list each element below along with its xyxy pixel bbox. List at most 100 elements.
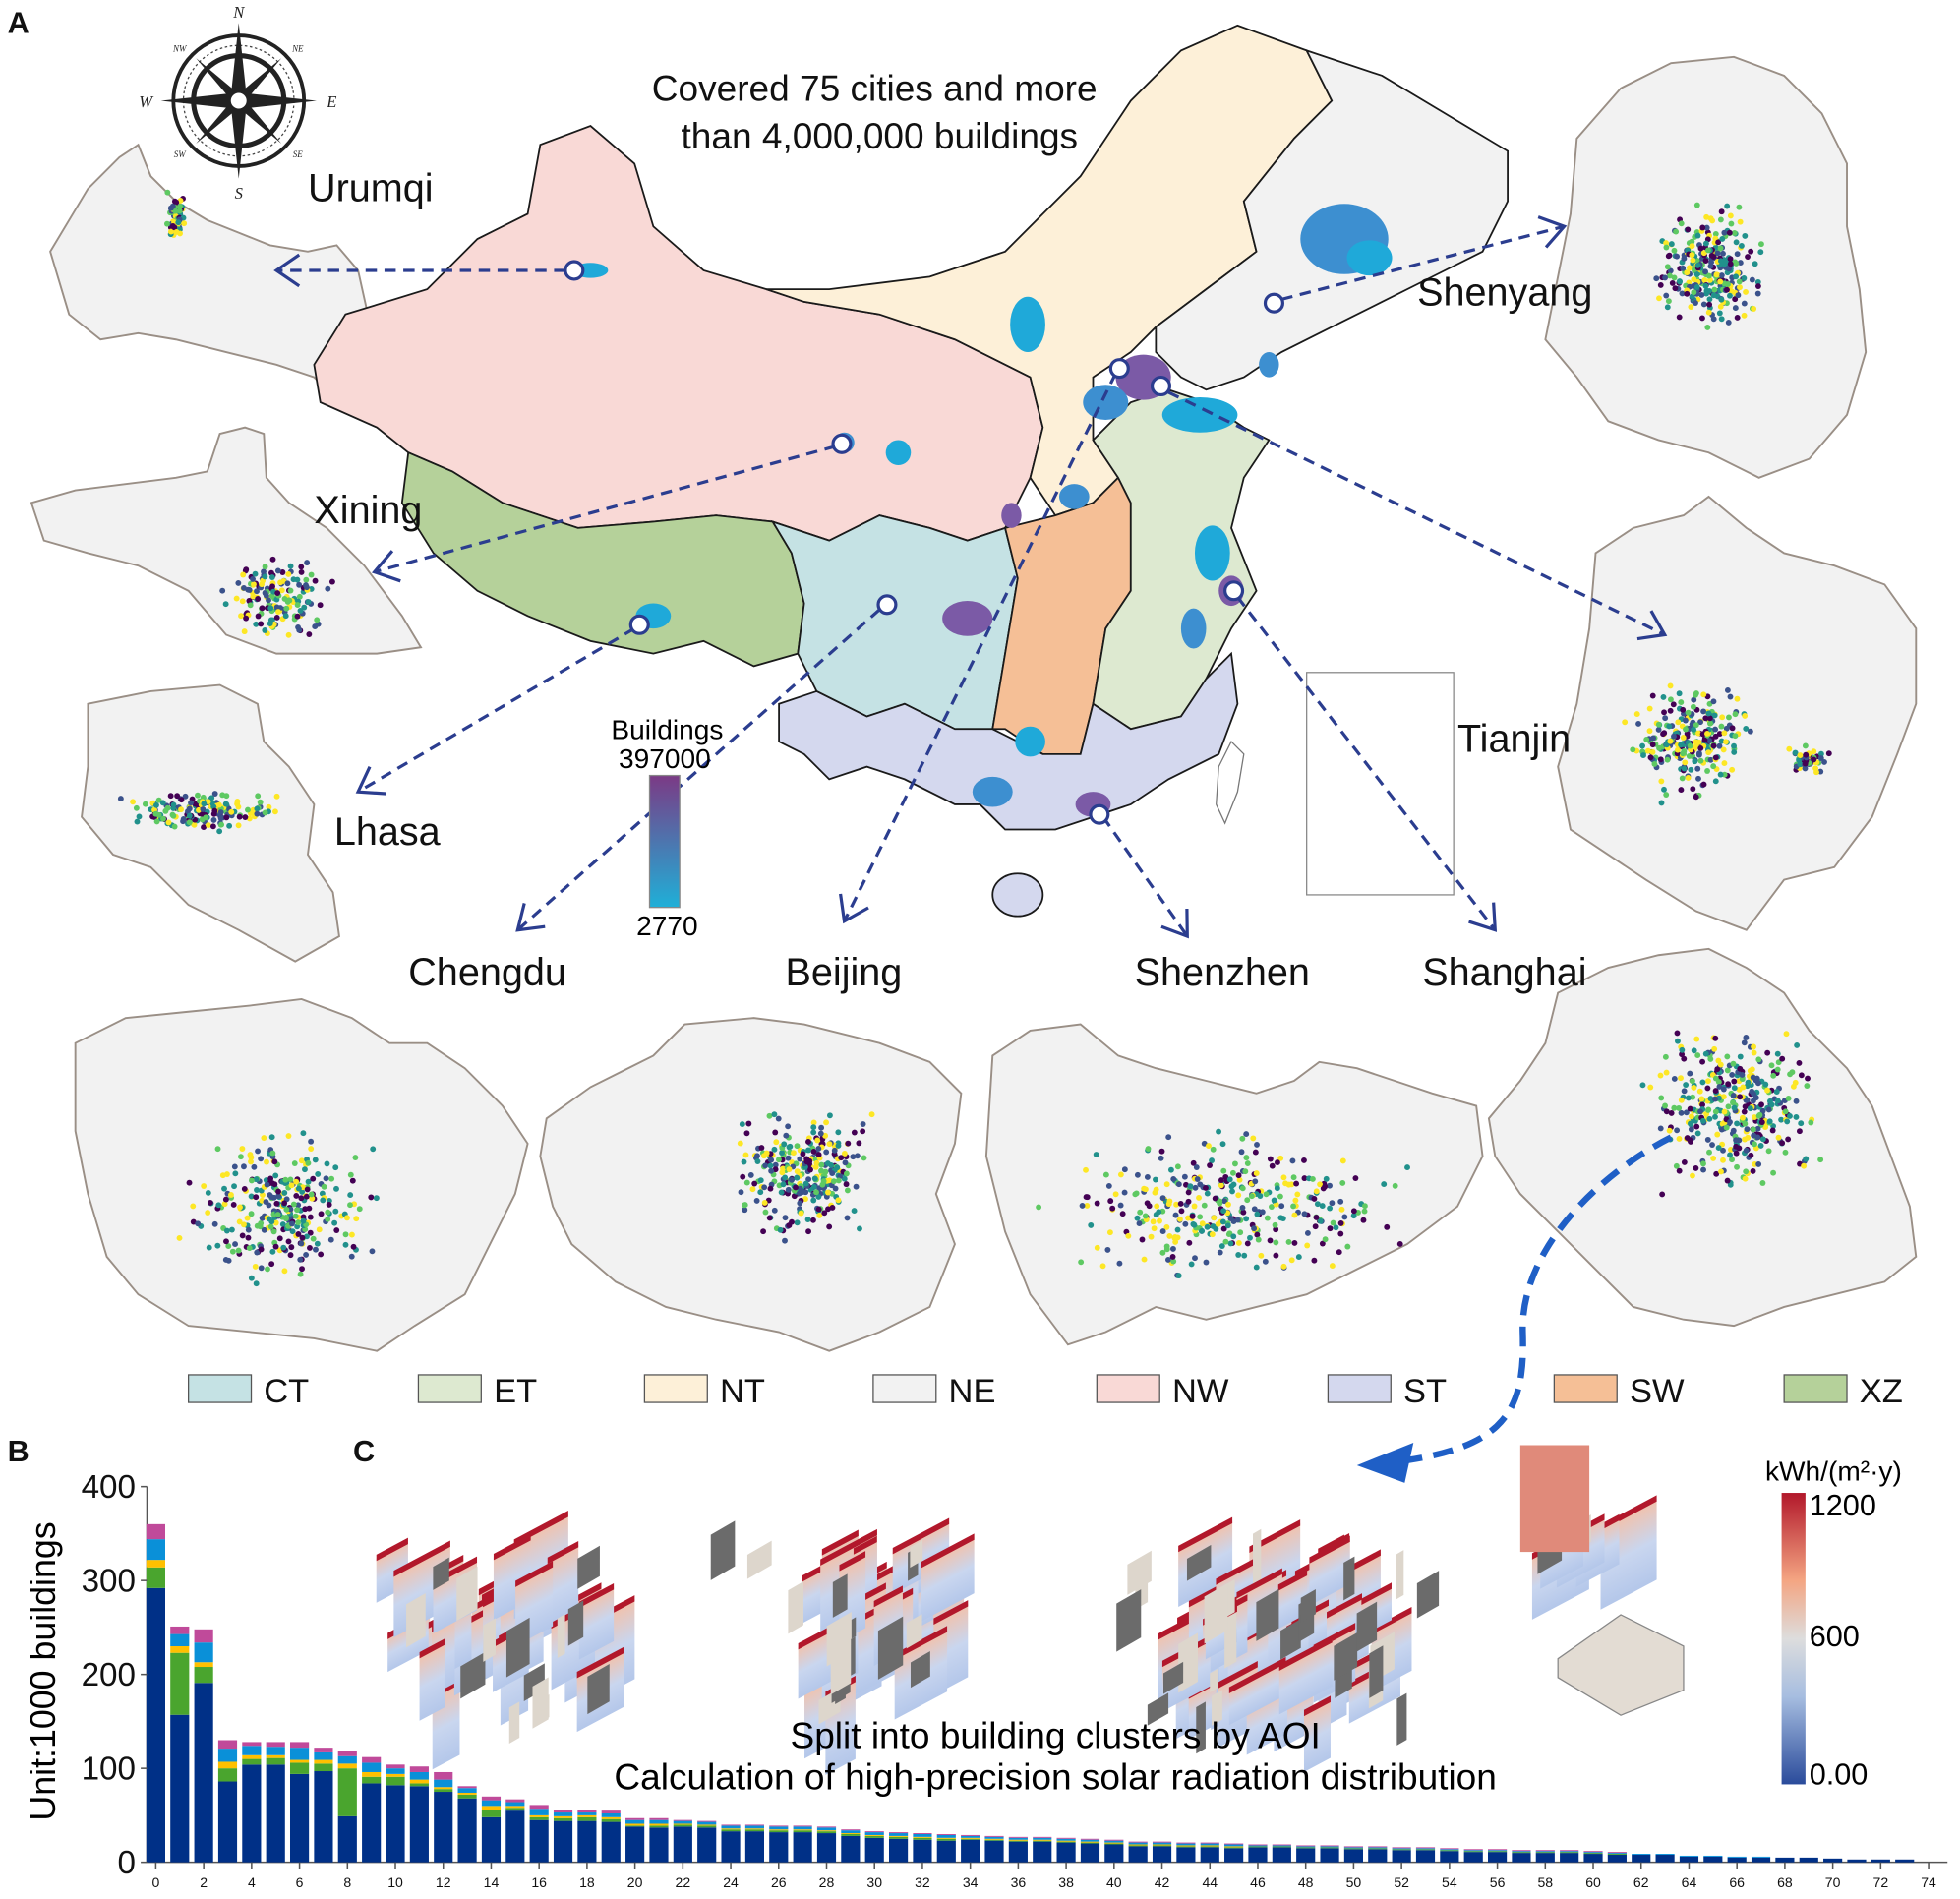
building-dot xyxy=(1667,696,1674,703)
bar-segment xyxy=(1200,1846,1219,1848)
building-dot xyxy=(1733,1143,1740,1150)
building-dot xyxy=(1751,1043,1757,1050)
bar-segment xyxy=(721,1829,741,1832)
building-dot xyxy=(1705,1078,1711,1085)
building-dot xyxy=(1765,1148,1772,1155)
building-dot xyxy=(1720,1147,1726,1154)
bar-segment xyxy=(984,1838,1004,1840)
bar-segment xyxy=(577,1816,597,1821)
bar-segment xyxy=(553,1817,573,1821)
building-dot xyxy=(130,799,137,805)
building-dot xyxy=(269,1248,276,1255)
bar-segment xyxy=(1224,1847,1244,1849)
bar-segment xyxy=(1392,1847,1411,1849)
building-dot xyxy=(327,1236,334,1243)
bar-segment xyxy=(577,1812,597,1815)
building-dot xyxy=(797,1200,803,1207)
building-dot xyxy=(1190,1159,1197,1166)
building-dot xyxy=(281,1200,288,1207)
building-dot xyxy=(1699,1101,1706,1108)
building-dot xyxy=(738,1189,744,1196)
building-dot xyxy=(201,824,207,831)
building-dot xyxy=(1094,1244,1100,1251)
context-building xyxy=(906,1614,922,1649)
building-dot xyxy=(789,1176,795,1183)
building-dot xyxy=(294,1207,300,1214)
building-dot xyxy=(1666,272,1673,279)
building-dot xyxy=(1251,1206,1258,1213)
building-dot xyxy=(1704,247,1711,254)
building-dot xyxy=(1724,1177,1731,1184)
bar-segment xyxy=(1008,1840,1028,1842)
building-dot xyxy=(1134,1215,1141,1221)
building-dot xyxy=(1197,1181,1204,1188)
x-tick-label: 14 xyxy=(484,1874,500,1890)
building-dot xyxy=(1639,1082,1646,1089)
context-building xyxy=(910,1651,930,1689)
building-dot xyxy=(1254,1231,1261,1238)
building-dot xyxy=(268,1194,275,1200)
building-dot xyxy=(1301,1157,1307,1163)
building-dot xyxy=(1737,284,1743,291)
building-dot xyxy=(1740,1084,1747,1091)
context-building xyxy=(508,1701,520,1745)
bar-segment xyxy=(146,1587,165,1863)
bar-segment xyxy=(1104,1839,1124,1841)
building-dot xyxy=(247,1152,254,1158)
bar-segment xyxy=(961,1837,980,1839)
bar-segment xyxy=(1727,1856,1747,1858)
x-tick-label: 48 xyxy=(1298,1874,1314,1890)
arrowhead-icon xyxy=(1468,902,1498,932)
x-tick-label: 2 xyxy=(200,1874,208,1890)
building-dot xyxy=(826,1141,833,1148)
bar-segment xyxy=(1368,1847,1388,1849)
building-dot xyxy=(215,801,222,808)
building-dot xyxy=(274,1212,281,1217)
building-dot xyxy=(1289,1157,1296,1164)
building-dot xyxy=(1647,754,1654,761)
building-dot xyxy=(815,1206,822,1213)
building-dot xyxy=(1718,1168,1724,1175)
building-dot xyxy=(825,1206,831,1213)
bar-segment xyxy=(314,1751,333,1760)
building-dot xyxy=(319,1190,326,1197)
building-dot xyxy=(1662,1102,1668,1109)
building-dot xyxy=(1681,255,1688,262)
building-dot xyxy=(1734,1120,1741,1127)
building-dot xyxy=(1222,1238,1229,1245)
building-dot xyxy=(273,615,280,621)
facade-roof-edge xyxy=(921,1533,975,1569)
building-dot xyxy=(1728,220,1735,227)
building-dot xyxy=(1240,1209,1247,1216)
building-dot xyxy=(832,1185,839,1192)
building-dot xyxy=(1733,261,1740,267)
bar-segment xyxy=(913,1837,932,1840)
building-dot xyxy=(1660,693,1667,700)
legend-label: CT xyxy=(264,1373,309,1410)
building-dot xyxy=(1323,1175,1330,1182)
building-dot xyxy=(1671,1104,1678,1111)
building-dot xyxy=(267,605,274,612)
building-dot xyxy=(843,1181,850,1188)
building-dot xyxy=(1352,1175,1359,1181)
x-tick-label: 42 xyxy=(1155,1874,1170,1890)
facade-roof-edge xyxy=(853,1535,877,1555)
building-dot xyxy=(273,793,280,800)
bar-segment xyxy=(961,1835,980,1838)
bar-segment xyxy=(1343,1848,1364,1850)
building-dot xyxy=(1235,1252,1242,1258)
bar-segment xyxy=(242,1742,262,1747)
building-dot xyxy=(1742,1103,1749,1110)
building-dot xyxy=(1693,257,1700,264)
building-dot xyxy=(1701,737,1708,743)
bar-segment xyxy=(409,1766,429,1772)
building-dot xyxy=(1706,738,1713,743)
bar-segment xyxy=(673,1820,692,1824)
building-dot xyxy=(1694,1052,1701,1059)
building-dot xyxy=(772,1161,779,1168)
building-dot xyxy=(285,631,292,638)
building-dot xyxy=(772,1129,779,1136)
building-dot xyxy=(1718,208,1725,215)
building-dot xyxy=(1119,1211,1126,1217)
building-dot xyxy=(308,1138,315,1145)
